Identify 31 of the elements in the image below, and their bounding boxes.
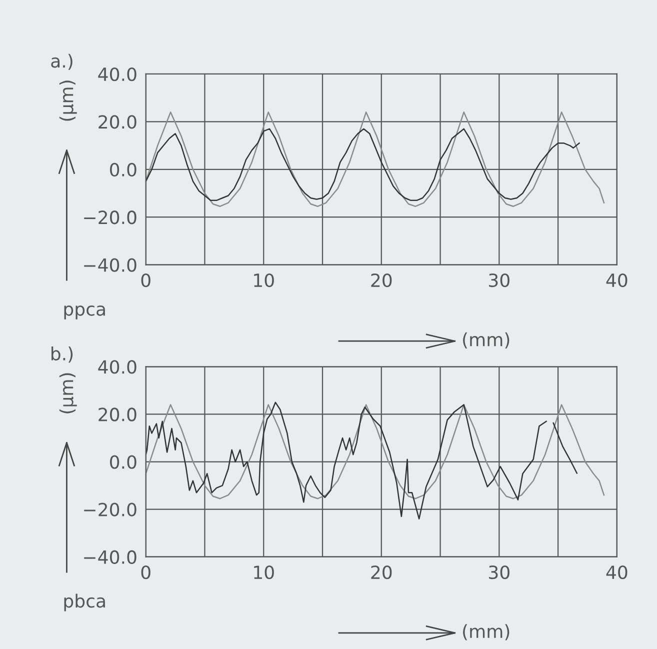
- x-tick-label: 20: [371, 565, 392, 580]
- y-tick-label: 40.0: [98, 360, 136, 374]
- y-tick-label: 20.0: [98, 115, 136, 129]
- y-tick-label: 0.0: [110, 162, 136, 177]
- text: pbca: [64, 594, 105, 612]
- x-tick-label: 40: [606, 565, 628, 580]
- y-tick-label: 40.0: [98, 67, 136, 82]
- x-tick-label: 10: [254, 273, 274, 288]
- chart-title: a.): [51, 54, 72, 70]
- line-series: [146, 404, 605, 500]
- y-tick-label: −40.0: [84, 258, 136, 272]
- line-series: [146, 112, 605, 207]
- x-axis-title: (mm): [463, 332, 510, 348]
- y-tick-label: 20.0: [98, 408, 136, 422]
- y-tick-label: −40.0: [84, 550, 136, 564]
- x-tick-label: 30: [489, 565, 510, 580]
- y-axis-title: (μm): [59, 80, 77, 121]
- x-tick-label: 20: [371, 273, 392, 288]
- x-tick-label: 0: [141, 565, 150, 580]
- x-axis-title: (mm): [463, 624, 510, 640]
- y-tick-label: −20.0: [84, 502, 136, 516]
- x-tick-label: 30: [489, 273, 510, 288]
- x-tick-label: 10: [254, 565, 274, 580]
- line-series: [146, 128, 580, 202]
- y-tick-label: −20.0: [84, 210, 136, 224]
- x-tick-label: 40: [606, 273, 628, 288]
- chart-title: b.): [52, 346, 73, 363]
- x-tick-label: 0: [141, 273, 150, 288]
- text: ppca: [64, 305, 105, 320]
- y-tick-label: 0.0: [110, 455, 136, 469]
- y-axis-title: (μm): [59, 373, 77, 414]
